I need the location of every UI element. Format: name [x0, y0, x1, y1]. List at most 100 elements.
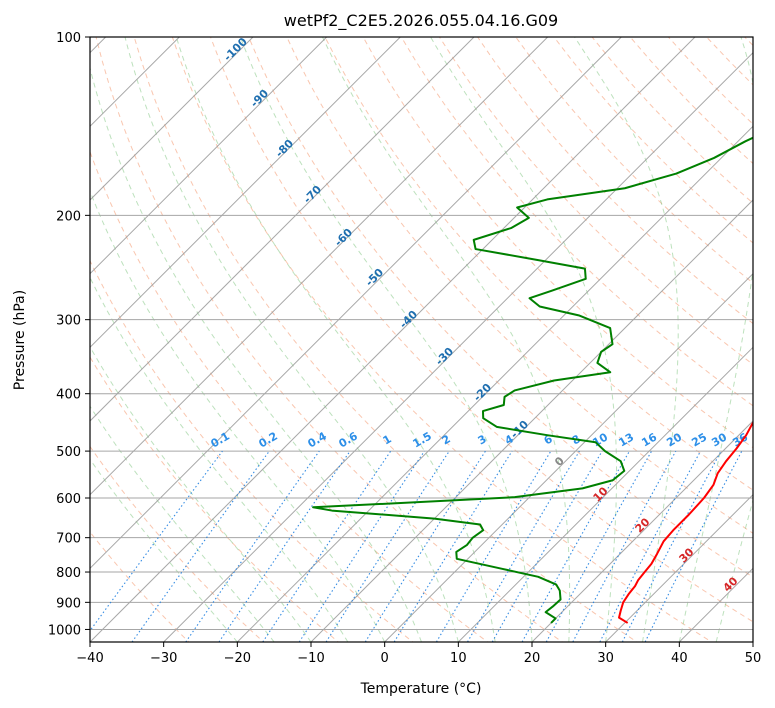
dry-adiabat [95, 37, 564, 642]
x-tick-label: 50 [745, 651, 762, 666]
mixing-ratio-label: 0.1 [209, 429, 232, 450]
mixing-ratio-label: 1.5 [411, 429, 434, 450]
moist-adiabat [90, 66, 422, 642]
mixing-ratio-line [185, 450, 320, 642]
dry-adiabat [515, 37, 753, 284]
isotherm-line [163, 51, 753, 642]
x-axis-label: Temperature (°C) [360, 681, 482, 697]
x-tick-label: 30 [597, 651, 614, 666]
x-tick-label: 20 [524, 651, 541, 666]
moist-adiabat [90, 405, 275, 642]
x-tick-label: 40 [671, 651, 688, 666]
isotherm-label: 40 [721, 574, 741, 594]
dry-adiabat [362, 37, 753, 449]
mixing-ratio-line [644, 450, 743, 642]
isotherm-label: 10 [591, 484, 611, 504]
isotherm-label: -70 [301, 183, 324, 206]
isotherm-line [752, 641, 753, 642]
isotherm-label: -40 [397, 308, 420, 331]
isotherm-label: -60 [332, 226, 355, 249]
x-tick-label: −10 [297, 651, 324, 666]
mixing-ratio-line [298, 450, 425, 642]
mixing-ratio-line [435, 450, 552, 642]
dewpoint-profile-line [312, 136, 753, 624]
isotherm-label: -20 [471, 381, 494, 404]
mixing-ratio-label: 0.6 [337, 429, 361, 450]
mixing-ratio-line [218, 450, 351, 642]
y-axis-label: Pressure (hPa) [12, 290, 28, 390]
plot-area: 0.1 0.2 0.4 0.6 1 1.5 2 3 4 6 8 10 13 16 20 25 30 36-100-… [90, 35, 753, 642]
isotherm-label: -30 [433, 345, 456, 368]
dry-adiabat [90, 531, 190, 642]
dry-adiabat [90, 445, 265, 642]
isotherm-line [605, 493, 753, 642]
mixing-ratio-line [131, 450, 270, 642]
dry-adiabat [90, 259, 414, 642]
mixing-ratio-line [621, 450, 722, 642]
moist-adiabat [124, 37, 459, 642]
x-tick-label: 0 [381, 651, 389, 666]
isotherm-line [90, 37, 475, 422]
temperature-profile-line [618, 420, 753, 624]
mixing-ratio-line [545, 450, 653, 642]
moist-adiabat [90, 345, 312, 642]
mixing-ratio-label: 16 [639, 430, 659, 449]
mixing-ratio-line [393, 450, 513, 642]
y-tick-label: 700 [56, 532, 81, 547]
isotherm-line [310, 199, 753, 642]
x-tick-label: 10 [450, 651, 467, 666]
isotherm-label: 20 [633, 515, 653, 535]
x-tick-label: −30 [150, 651, 177, 666]
dry-adiabat [324, 37, 753, 491]
y-tick-label: 400 [56, 388, 81, 403]
isotherm-label: -50 [363, 266, 386, 289]
dry-adiabat [133, 37, 638, 642]
y-tick-label: 300 [56, 314, 81, 329]
mixing-ratio-label: 0.2 [257, 429, 280, 450]
moist-adiabat [239, 37, 533, 642]
isotherm-line [90, 37, 254, 201]
isotherm-label: -90 [248, 87, 271, 110]
mixing-ratio-label: 13 [616, 431, 636, 450]
moist-adiabat [574, 37, 679, 642]
isotherm-line [236, 125, 753, 642]
mixing-ratio-line [325, 450, 450, 642]
isotherm-line [90, 37, 696, 642]
isotherm-line [384, 272, 753, 642]
y-tick-label: 600 [56, 492, 81, 507]
mixing-ratio-label: 1 [381, 432, 394, 447]
y-tick-label: 900 [56, 596, 81, 611]
plot-frame [89, 36, 754, 643]
isotherm-line [457, 346, 753, 642]
mixing-ratio-line [467, 450, 580, 642]
mixing-ratio-label: 0.4 [306, 429, 330, 450]
isotherm-line [90, 37, 622, 570]
mixing-ratio-label: 25 [689, 431, 709, 450]
axes: −40 −30 −20 −10 0 10 20 30 40 50 100 200 300 400 500 60… [48, 31, 761, 666]
y-tick-label: 500 [56, 445, 81, 460]
isotherm-line [678, 567, 753, 642]
moist-adiabat [90, 458, 238, 642]
mixing-ratio-line [262, 450, 392, 642]
moist-adiabat [90, 276, 349, 642]
chart-title: wetPf2_C2E5.2026.055.04.16.G09 [284, 11, 558, 31]
isotherm-line [90, 37, 401, 349]
mixing-ratio-line [572, 450, 677, 642]
x-tick-label: −20 [224, 651, 251, 666]
mixing-ratio-label: 30 [709, 430, 729, 449]
dry-adiabat [744, 37, 753, 47]
isotherm-line [90, 37, 549, 496]
mixing-ratio-label: 2 [440, 432, 453, 447]
isotherm-label: -80 [273, 137, 296, 160]
x-tick-label: −40 [76, 651, 103, 666]
mixing-ratio-line [90, 450, 223, 632]
dry-adiabat [477, 37, 753, 325]
isotherm-label: -100 [221, 35, 250, 64]
isotherm-line [531, 420, 753, 642]
dry-adiabat [171, 37, 713, 642]
moist-adiabat [175, 37, 496, 642]
moist-adiabat [715, 498, 753, 642]
y-tick-label: 800 [56, 566, 81, 581]
